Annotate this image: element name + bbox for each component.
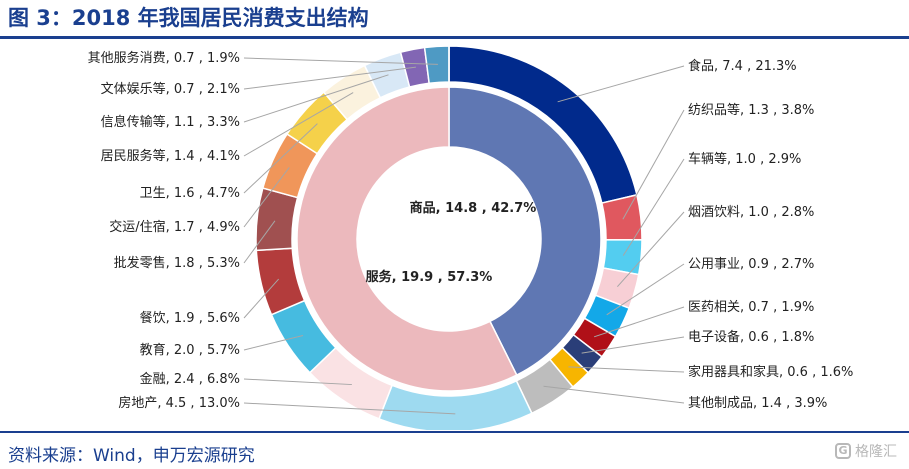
source-note: 资料来源：Wind，申万宏源研究 (8, 446, 255, 466)
chart-title: 图 3：2018 年我国居民消费支出结构 (8, 6, 369, 30)
outer-label-2: 纺织品等, 1.3 , 3.8% (688, 102, 814, 118)
leader-line-1 (557, 65, 685, 103)
inner-label-1: 商品, 14.8 , 42.7% (410, 200, 537, 216)
outer-label-7: 电子设备, 0.6 , 1.8% (688, 329, 814, 345)
outer-label-20: 其他服务消费, 0.7 , 1.9% (88, 50, 240, 66)
outer-label-10: 房地产, 4.5 , 13.0% (118, 395, 240, 411)
outer-label-1: 食品, 7.4 , 21.3% (688, 58, 797, 74)
outer-label-16: 卫生, 1.6 , 4.7% (140, 186, 240, 201)
leader-line-18 (243, 74, 389, 123)
outer-label-13: 餐饮, 1.9 , 5.6% (140, 310, 240, 326)
outer-label-12: 教育, 2.0 , 5.7% (140, 342, 240, 358)
leader-line-5 (606, 263, 685, 316)
leader-line-14 (243, 220, 276, 264)
outer-slice-14 (255, 187, 299, 252)
leader-line-6 (593, 306, 685, 338)
leader-line-2 (622, 109, 685, 220)
outer-label-4: 烟酒饮料, 1.0 , 2.8% (688, 205, 814, 220)
outer-slice-2 (600, 193, 643, 241)
outer-label-18: 信息传输等, 1.1 , 3.3% (101, 114, 240, 130)
leader-line-11 (243, 378, 352, 386)
outer-label-6: 医药相关, 0.7 , 1.9% (688, 300, 814, 315)
inner-slice-2 (296, 86, 518, 392)
inner-label-2: 服务, 19.9 , 57.3% (366, 269, 493, 285)
watermark: G 格隆汇 (835, 441, 897, 461)
watermark-text: 格隆汇 (855, 444, 897, 460)
leader-line-9 (543, 385, 685, 404)
outer-label-17: 居民服务等, 1.4 , 4.1% (101, 148, 240, 164)
outer-label-9: 其他制成品, 1.4 , 3.9% (688, 396, 827, 411)
leader-line-8 (568, 366, 685, 373)
title-rule (0, 36, 909, 39)
leader-line-16 (243, 123, 318, 194)
inner-ring (296, 86, 602, 392)
leader-line-4 (616, 211, 685, 288)
leader-line-20 (243, 57, 438, 65)
leader-line-17 (243, 92, 354, 157)
inner-slice-1 (448, 86, 602, 377)
outer-label-14: 批发零售, 1.8 , 5.3% (114, 255, 240, 271)
leader-line-13 (243, 278, 280, 319)
leader-line-10 (243, 402, 456, 415)
outer-label-8: 家用器具和家具, 0.6 , 1.6% (688, 364, 853, 380)
leader-line-15 (243, 167, 290, 228)
outer-label-11: 金融, 2.4 , 6.8% (140, 371, 240, 387)
outer-label-5: 公用事业, 0.9 , 2.7% (688, 257, 814, 272)
outer-label-15: 交运/住宿, 1.7 , 4.9% (109, 219, 240, 235)
outer-label-3: 车辆等, 1.0 , 2.9% (688, 151, 801, 167)
outer-ring (255, 45, 643, 430)
leader-line-19 (243, 66, 416, 90)
slice-labels: 商品, 14.8 , 42.7% 服务, 19.9 , 57.3% 食品, 7.4 … (88, 50, 854, 411)
donut-chart: 商品, 14.8 , 42.7% 服务, 19.9 , 57.3% 食品, 7.4 … (88, 45, 854, 430)
leader-line-7 (581, 336, 685, 354)
footer-rule (0, 431, 909, 433)
outer-label-19: 文体娱乐等, 0.7 , 2.1% (101, 81, 240, 97)
leader-line-3 (622, 158, 685, 256)
leader-line-12 (243, 334, 304, 351)
watermark-logo-icon: G (835, 443, 851, 459)
leader-lines (243, 57, 685, 415)
